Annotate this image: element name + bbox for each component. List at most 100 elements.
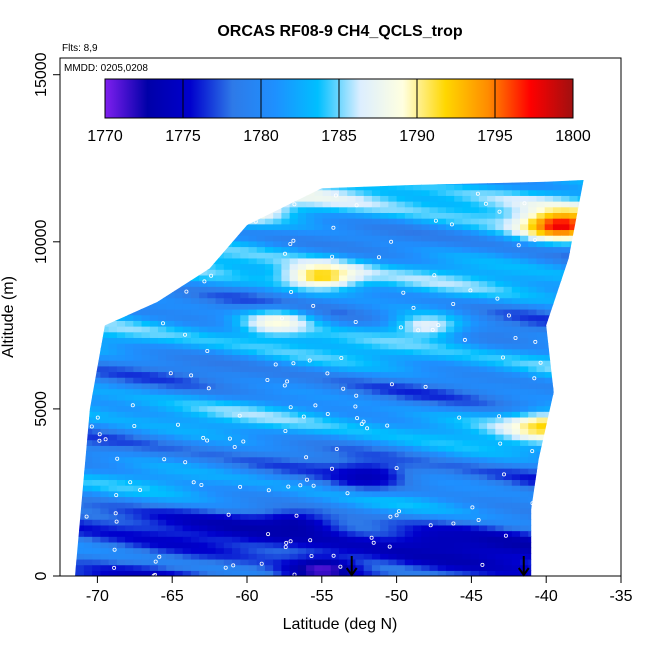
heatmap-cell: [577, 394, 584, 401]
heatmap-cell: [125, 173, 134, 179]
heatmap-cell: [421, 326, 431, 333]
heatmap-cell: [75, 502, 85, 509]
heatmap-cell: [421, 524, 431, 532]
heatmap-cell: [116, 388, 126, 395]
heatmap-cell: [388, 530, 398, 537]
heatmap-cell: [215, 291, 225, 299]
heatmap-cell: [339, 257, 348, 265]
heatmap-cell: [536, 394, 546, 401]
heatmap-cell: [157, 257, 167, 265]
heatmap-cell: [83, 326, 93, 333]
heatmap-cell: [511, 223, 521, 231]
heatmap-cell: [330, 473, 340, 481]
heatmap-cell: [536, 240, 546, 248]
sample-point: [112, 547, 117, 552]
heatmap-cell: [429, 433, 439, 441]
heatmap-cell: [223, 399, 233, 407]
heatmap-cell: [437, 541, 447, 549]
heatmap-cell: [520, 229, 529, 236]
heatmap-cell: [578, 173, 587, 179]
heatmap-cell: [314, 473, 324, 481]
heatmap-cell: [511, 201, 521, 208]
heatmap-cell: [421, 496, 431, 503]
heatmap-cell: [174, 468, 184, 475]
heatmap-cell: [306, 348, 315, 356]
heatmap-cell: [569, 331, 579, 338]
heatmap-cell: [363, 496, 373, 503]
heatmap-cell: [100, 371, 110, 378]
heatmap-cell: [577, 439, 584, 446]
heatmap-cell: [190, 468, 200, 475]
heatmap-cell: [371, 399, 381, 407]
heatmap-cell: [190, 348, 200, 356]
heatmap-cell: [265, 173, 274, 179]
heatmap-cell: [75, 541, 85, 549]
heatmap-cell: [215, 399, 225, 407]
heatmap-cell: [125, 428, 134, 435]
sample-point: [301, 414, 306, 419]
heatmap-cell: [174, 235, 184, 242]
heatmap-cell: [470, 331, 480, 338]
heatmap-cell: [190, 269, 200, 276]
heatmap-cell: [75, 536, 77, 543]
heatmap-cell: [190, 433, 200, 441]
heatmap-cell: [256, 428, 266, 435]
heatmap-cell: [248, 257, 258, 265]
heatmap-cell: [487, 377, 496, 384]
heatmap-cell: [166, 354, 176, 361]
heatmap-cell: [487, 201, 496, 208]
sample-point: [462, 337, 467, 342]
heatmap-cell: [248, 411, 258, 418]
heatmap-cell: [586, 525, 595, 531]
heatmap-cell: [487, 536, 496, 543]
heatmap-cell: [215, 337, 225, 344]
heatmap-cell: [330, 331, 340, 338]
heatmap-cell: [256, 462, 266, 469]
heatmap-cell: [264, 570, 274, 576]
heatmap-cell: [248, 519, 258, 526]
heatmap-cell: [487, 252, 496, 259]
heatmap-cell: [223, 326, 233, 333]
heatmap-cell: [487, 445, 496, 452]
heatmap-cell: [339, 173, 348, 179]
heatmap-cell: [248, 456, 258, 463]
heatmap-cell: [421, 240, 431, 248]
heatmap-cell: [174, 496, 184, 503]
heatmap-cell: [240, 462, 250, 469]
heatmap-cell: [182, 473, 192, 481]
heatmap-cell: [569, 496, 579, 503]
heatmap-cell: [83, 530, 93, 537]
heatmap-cell: [355, 433, 365, 441]
heatmap-cell: [355, 388, 365, 395]
heatmap-cell: [100, 180, 110, 185]
heatmap-cell: [487, 485, 496, 492]
heatmap-cell: [232, 320, 241, 327]
heatmap-cell: [380, 433, 389, 441]
heatmap-cell: [92, 320, 101, 327]
heatmap-cell: [544, 308, 554, 316]
heatmap-cell: [454, 343, 464, 350]
heatmap-cell: [437, 303, 447, 310]
heatmap-cell: [232, 280, 241, 287]
heatmap-cell: [248, 462, 258, 469]
sample-point: [501, 472, 506, 477]
heatmap-cell: [454, 405, 464, 412]
heatmap-cell: [306, 274, 315, 282]
heatmap-cell: [108, 473, 118, 481]
heatmap-cell: [256, 541, 266, 549]
heatmap-cell: [190, 456, 200, 463]
heatmap-cell: [347, 263, 357, 270]
heatmap-cell: [116, 183, 126, 191]
sample-point: [291, 361, 296, 366]
heatmap-cell: [83, 286, 93, 293]
heatmap-cell: [528, 422, 538, 429]
heatmap-cell: [495, 337, 505, 344]
heatmap-cell: [388, 235, 398, 242]
heatmap-cell: [380, 547, 389, 554]
heatmap-cell: [75, 274, 85, 282]
heatmap-cell: [199, 399, 208, 407]
heatmap-cell: [536, 235, 546, 242]
heatmap-cell: [273, 479, 283, 486]
heatmap-cell: [520, 173, 529, 179]
heatmap-cell: [330, 195, 340, 202]
